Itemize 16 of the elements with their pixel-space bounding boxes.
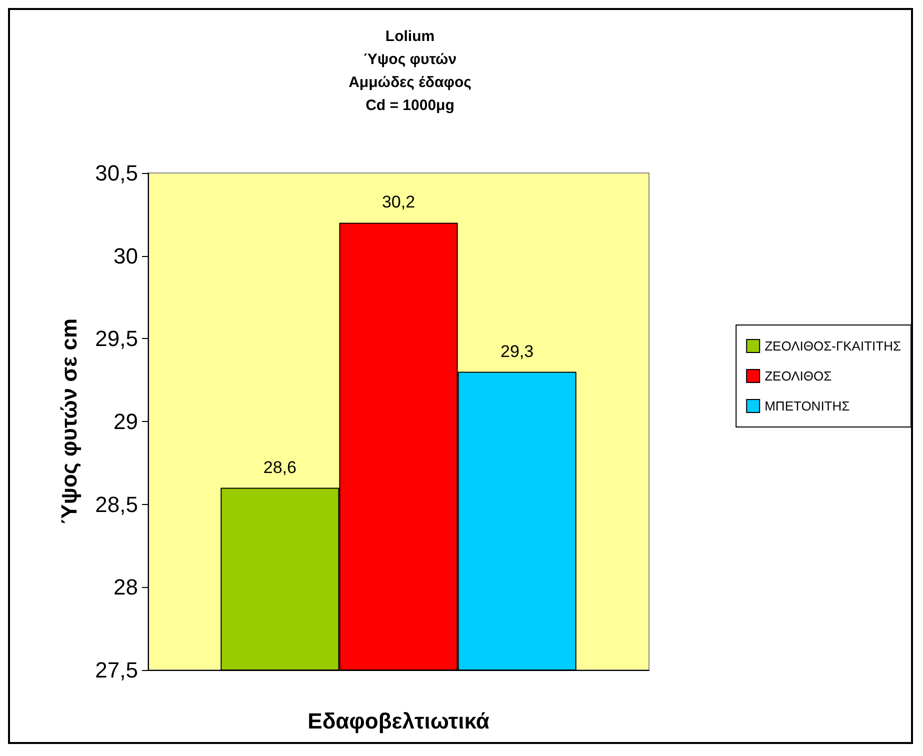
y-tick-label: 27,5 bbox=[95, 658, 138, 682]
data-label: 29,3 bbox=[500, 342, 534, 361]
y-axis-title: Ύψος φυτών σε cm bbox=[56, 318, 82, 525]
y-tick-label: 30,5 bbox=[95, 160, 138, 186]
y-tick-label: 29,5 bbox=[95, 326, 138, 352]
legend-label: ΖΕΟΛΙΘΟΣ bbox=[764, 368, 832, 384]
y-tick-label: 29 bbox=[114, 409, 138, 434]
legend-label: ΖΕΟΛΙΘΟΣ-ΓΚΑΙΤΙΤΗΣ bbox=[764, 338, 901, 354]
x-axis-title: Εδαφοβελτιωτικά bbox=[308, 708, 490, 734]
y-tick-label: 30 bbox=[114, 243, 138, 268]
y-tick-label: 28 bbox=[114, 574, 138, 600]
chart-title: Lolium Ύψος φυτών Αμμώδες έδαφος Cd = 1000μg bbox=[348, 28, 472, 114]
data-label: 30,2 bbox=[382, 192, 416, 212]
data-label: 28,6 bbox=[263, 458, 296, 477]
legend-label: ΜΠΕΤΟΝΙΤΗΣ bbox=[764, 398, 850, 414]
y-tick-label: 28,5 bbox=[95, 492, 138, 517]
